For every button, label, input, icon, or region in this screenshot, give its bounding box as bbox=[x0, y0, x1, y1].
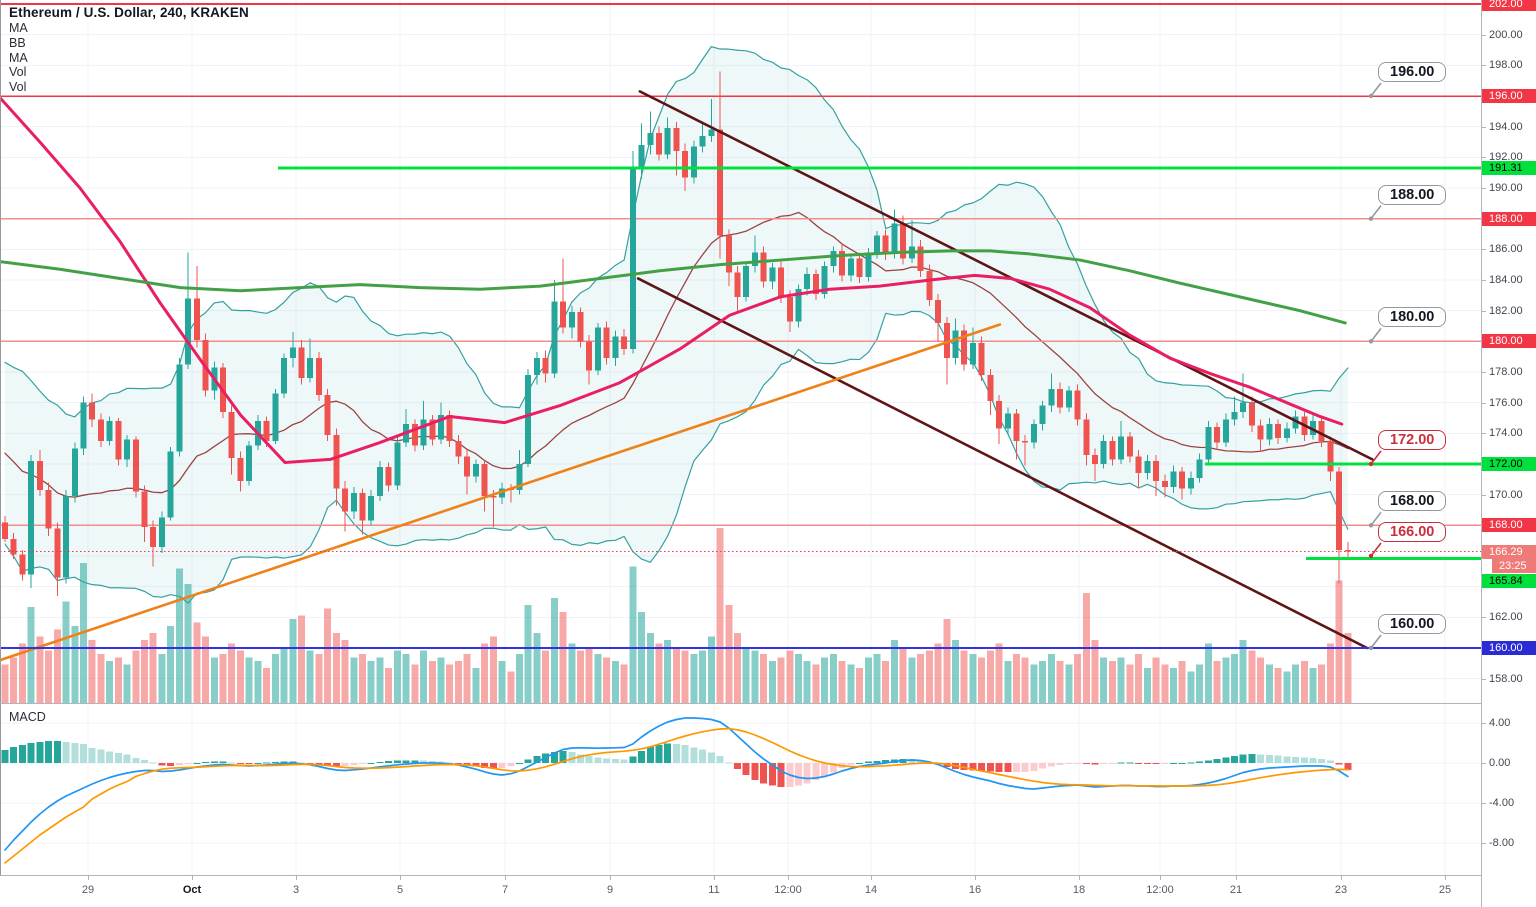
time-tick-label: 14 bbox=[864, 884, 878, 896]
price-tick-label: 162.00 bbox=[1482, 611, 1523, 624]
callout-anchor-dot bbox=[1368, 645, 1374, 651]
time-tick-label: 11 bbox=[708, 884, 720, 896]
callout-anchor-dot bbox=[1368, 93, 1374, 99]
time-tick-label: 23 bbox=[1334, 884, 1348, 896]
macd-tick-label: 4.00 bbox=[1482, 717, 1511, 729]
price-level-label[interactable]: 160.00 bbox=[1378, 613, 1447, 634]
time-axis-divider[interactable] bbox=[0, 875, 1536, 876]
macd-tick-label: -8.00 bbox=[1482, 837, 1515, 849]
trend-line[interactable] bbox=[636, 277, 1369, 650]
callout-anchor-dot bbox=[1368, 523, 1374, 528]
time-tick-notch bbox=[714, 876, 715, 880]
panel-divider[interactable] bbox=[0, 703, 1536, 704]
time-tick-notch bbox=[1236, 876, 1237, 880]
price-badge: 172.00 bbox=[1482, 456, 1536, 471]
callout-tail bbox=[1370, 450, 1382, 465]
callout-anchor-dot bbox=[1368, 553, 1374, 559]
bollinger-upper bbox=[4, 46, 1349, 418]
price-tick-label: 192.00 bbox=[1482, 151, 1523, 164]
bollinger-lower bbox=[4, 310, 1349, 604]
callout-anchor-dot bbox=[1368, 339, 1374, 344]
price-badge: 160.00 bbox=[1482, 640, 1536, 655]
price-tick-label: 158.00 bbox=[1482, 672, 1523, 685]
price-tick-label: 176.00 bbox=[1482, 396, 1523, 409]
price-badge: 196.00 bbox=[1482, 89, 1536, 103]
callout-tail bbox=[1370, 82, 1382, 97]
time-tick-notch bbox=[88, 876, 89, 880]
callout-tail bbox=[1370, 511, 1382, 526]
callout-tail bbox=[1370, 205, 1382, 220]
price-badge: 165.84 bbox=[1482, 573, 1536, 588]
price-level-label[interactable]: 196.00 bbox=[1378, 62, 1447, 82]
callout-anchor-dot bbox=[1368, 461, 1374, 467]
price-axis[interactable]: 200.00 198.00 194.00 192.00 190.00 186.00 184.… bbox=[1481, 0, 1536, 907]
price-level-label[interactable]: 188.00 bbox=[1378, 184, 1447, 205]
price-tick-label: 184.00 bbox=[1482, 273, 1523, 286]
time-tick-notch bbox=[1160, 876, 1161, 880]
price-tick-label: 194.00 bbox=[1482, 120, 1523, 133]
macd-tick-label: 0.00 bbox=[1482, 757, 1511, 769]
price-level-label[interactable]: 180.00 bbox=[1378, 307, 1447, 328]
trend-line[interactable] bbox=[0, 323, 1002, 662]
price-level-label[interactable]: 172.00 bbox=[1378, 429, 1447, 450]
price-tick-label: 182.00 bbox=[1482, 304, 1523, 317]
time-tick-label: Oct bbox=[182, 884, 202, 896]
time-tick-notch bbox=[505, 876, 506, 880]
price-level-label[interactable]: 166.00 bbox=[1378, 521, 1447, 542]
time-tick-label: 29 bbox=[81, 884, 95, 896]
time-tick-notch bbox=[975, 876, 976, 880]
price-badge: 166.29 bbox=[1482, 544, 1536, 559]
price-tick-label: 186.00 bbox=[1482, 243, 1523, 256]
price-tick-label: 174.00 bbox=[1482, 427, 1523, 440]
time-tick-label: 3 bbox=[292, 884, 300, 896]
time-tick-notch bbox=[400, 876, 401, 880]
time-tick-notch bbox=[788, 876, 789, 880]
chart-left-border bbox=[0, 0, 1, 875]
time-tick-notch bbox=[1341, 876, 1342, 880]
callout-tail bbox=[1370, 542, 1382, 557]
trend-line[interactable] bbox=[638, 90, 1374, 461]
time-axis[interactable]: 29 Oct 3 5 7 9 11 12:00 14 16 18 12:00 21 23 25 bbox=[0, 876, 1481, 907]
macd-panel-label[interactable]: MACD bbox=[9, 710, 46, 724]
time-tick-label: 9 bbox=[606, 884, 614, 896]
macd-histogram bbox=[1, 741, 1352, 788]
time-tick-notch bbox=[871, 876, 872, 880]
ma-slow-line bbox=[0, 249, 1347, 325]
price-tick-label: 170.00 bbox=[1482, 488, 1523, 501]
price-badge: 191.31 bbox=[1482, 160, 1536, 175]
price-badge: 180.00 bbox=[1482, 334, 1536, 349]
time-tick-label: 18 bbox=[1072, 884, 1086, 896]
bollinger-fill bbox=[5, 46, 1348, 604]
price-level-label[interactable]: 168.00 bbox=[1378, 491, 1447, 512]
macd-signal-line bbox=[4, 727, 1349, 864]
chart-canvas[interactable] bbox=[0, 0, 1481, 876]
callout-tail bbox=[1370, 634, 1382, 649]
time-tick-notch bbox=[1079, 876, 1080, 880]
macd-tick-label: -4.00 bbox=[1482, 797, 1515, 809]
time-tick-label: 7 bbox=[501, 884, 509, 896]
time-tick-label: 16 bbox=[968, 884, 982, 896]
candles bbox=[2, 71, 1351, 596]
time-tick-label: 12:00 bbox=[1146, 884, 1174, 896]
price-tick-label: 178.00 bbox=[1482, 365, 1523, 378]
time-tick-notch bbox=[192, 876, 193, 880]
price-badge: 188.00 bbox=[1482, 211, 1536, 226]
ma-fast-line bbox=[0, 96, 1344, 464]
price-badge: 202.00 bbox=[1482, 0, 1536, 12]
time-tick-label: 21 bbox=[1229, 884, 1243, 896]
callout-tail bbox=[1370, 327, 1382, 342]
time-tick-notch bbox=[610, 876, 611, 880]
time-tick-notch bbox=[296, 876, 297, 880]
callout-anchor-dot bbox=[1368, 216, 1374, 221]
price-tick-label: 190.00 bbox=[1482, 181, 1523, 194]
countdown-badge: 23:25 bbox=[1492, 559, 1536, 574]
price-tick-label: 200.00 bbox=[1482, 28, 1523, 41]
price-badge: 168.00 bbox=[1482, 518, 1536, 533]
price-tick-label: 198.00 bbox=[1482, 59, 1523, 72]
time-tick-notch bbox=[1445, 876, 1446, 880]
time-tick-label: 5 bbox=[396, 884, 404, 896]
time-tick-label: 25 bbox=[1438, 884, 1452, 896]
time-tick-label: 12:00 bbox=[774, 884, 802, 896]
